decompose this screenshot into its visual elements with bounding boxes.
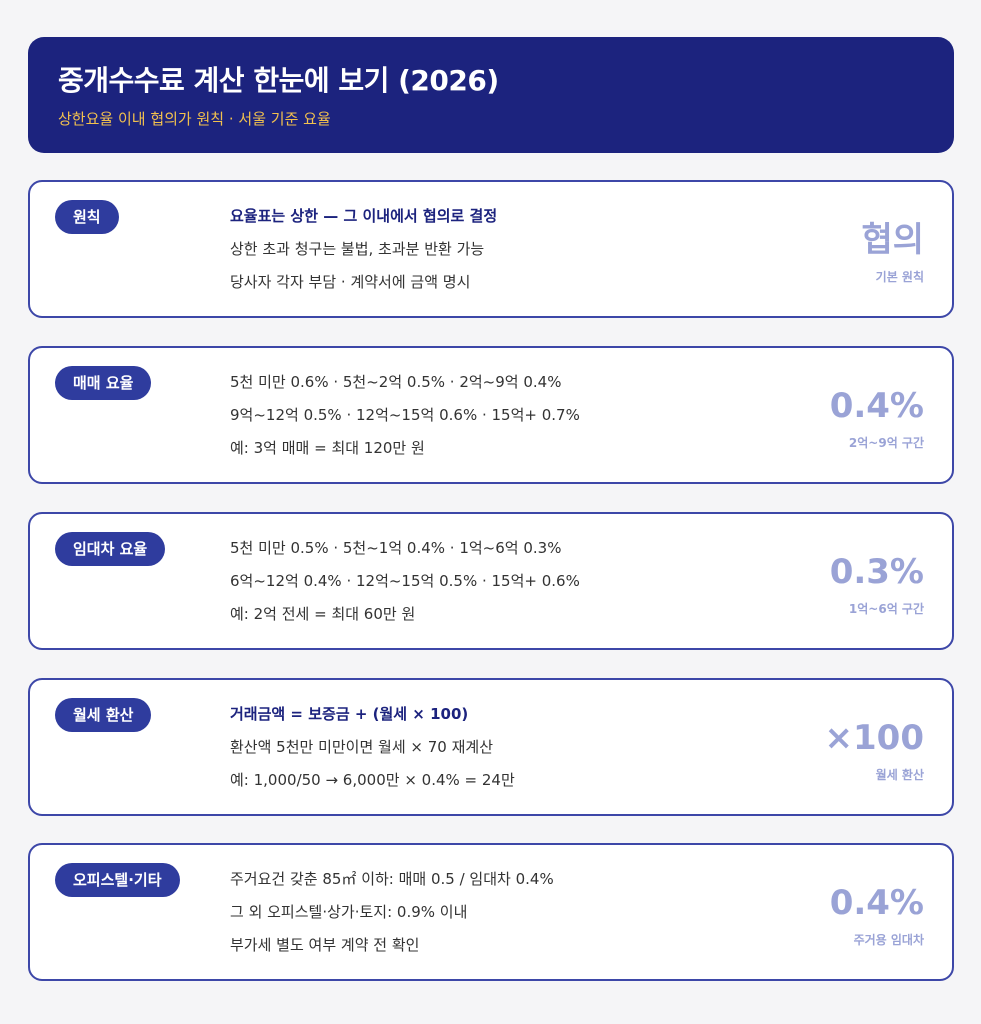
card-label-badge: 오피스텔·기타 — [55, 863, 180, 897]
card-key-caption: 1억~6억 구간 — [848, 602, 924, 616]
card-key-value: ×100 — [824, 718, 924, 758]
card-line-highlight: 요율표는 상한 — 그 이내에서 협의로 결정 — [230, 207, 498, 225]
card-line: 예: 2억 전세 = 최대 60만 원 — [230, 605, 416, 623]
page-title: 중개수수료 계산 한눈에 보기 (2026) — [58, 64, 499, 97]
card-label-badge: 매매 요율 — [55, 366, 152, 400]
card-line: 당사자 각자 부담 · 계약서에 금액 명시 — [230, 273, 471, 291]
card-officetel-other: 오피스텔·기타 주거요건 갖춘 85㎡ 이하: 매매 0.5 / 임대차 0.4… — [28, 843, 954, 981]
card-line-highlight: 거래금액 = 보증금 + (월세 × 100) — [230, 705, 469, 723]
card-key-caption: 월세 환산 — [875, 768, 924, 782]
card-line: 6억~12억 0.4% · 12억~15억 0.5% · 15억+ 0.6% — [230, 572, 580, 590]
header-banner: 중개수수료 계산 한눈에 보기 (2026) 상한요율 이내 협의가 원칙 · … — [28, 37, 954, 153]
card-key-value: 협의 — [861, 220, 924, 260]
page-subtitle: 상한요율 이내 협의가 원칙 · 서울 기준 요율 — [58, 110, 331, 128]
card-line: 5천 미만 0.5% · 5천~1억 0.4% · 1억~6억 0.3% — [230, 539, 562, 557]
card-line: 환산액 5천만 미만이면 월세 × 70 재계산 — [230, 738, 494, 756]
card-label-badge: 원칙 — [55, 200, 119, 234]
card-key-value: 0.4% — [829, 883, 924, 923]
card-sale-rate: 매매 요율 5천 미만 0.6% · 5천~2억 0.5% · 2억~9억 0.… — [28, 346, 954, 484]
card-key-value: 0.4% — [829, 386, 924, 426]
card-line: 예: 1,000/50 → 6,000만 × 0.4% = 24만 — [230, 771, 515, 789]
card-line: 주거요건 갖춘 85㎡ 이하: 매매 0.5 / 임대차 0.4% — [230, 870, 554, 888]
card-line: 상한 초과 청구는 불법, 초과분 반환 가능 — [230, 240, 485, 258]
card-label-badge: 월세 환산 — [55, 698, 152, 732]
card-line: 그 외 오피스텔·상가·토지: 0.9% 이내 — [230, 903, 468, 921]
card-lease-rate: 임대차 요율 5천 미만 0.5% · 5천~1억 0.4% · 1억~6억 0… — [28, 512, 954, 650]
card-line: 9억~12억 0.5% · 12억~15억 0.6% · 15억+ 0.7% — [230, 406, 580, 424]
card-principle: 원칙 요율표는 상한 — 그 이내에서 협의로 결정 상한 초과 청구는 불법,… — [28, 180, 954, 318]
card-label-badge: 임대차 요율 — [55, 532, 166, 566]
card-key-caption: 기본 원칙 — [875, 270, 924, 284]
card-key-caption: 2억~9억 구간 — [848, 436, 924, 450]
card-key-value: 0.3% — [829, 552, 924, 592]
card-key-caption: 주거용 임대차 — [853, 933, 924, 947]
card-monthly-conversion: 월세 환산 거래금액 = 보증금 + (월세 × 100) 환산액 5천만 미만… — [28, 678, 954, 816]
card-line: 부가세 별도 여부 계약 전 확인 — [230, 936, 420, 954]
card-line: 5천 미만 0.6% · 5천~2억 0.5% · 2억~9억 0.4% — [230, 373, 562, 391]
card-line: 예: 3억 매매 = 최대 120만 원 — [230, 439, 425, 457]
